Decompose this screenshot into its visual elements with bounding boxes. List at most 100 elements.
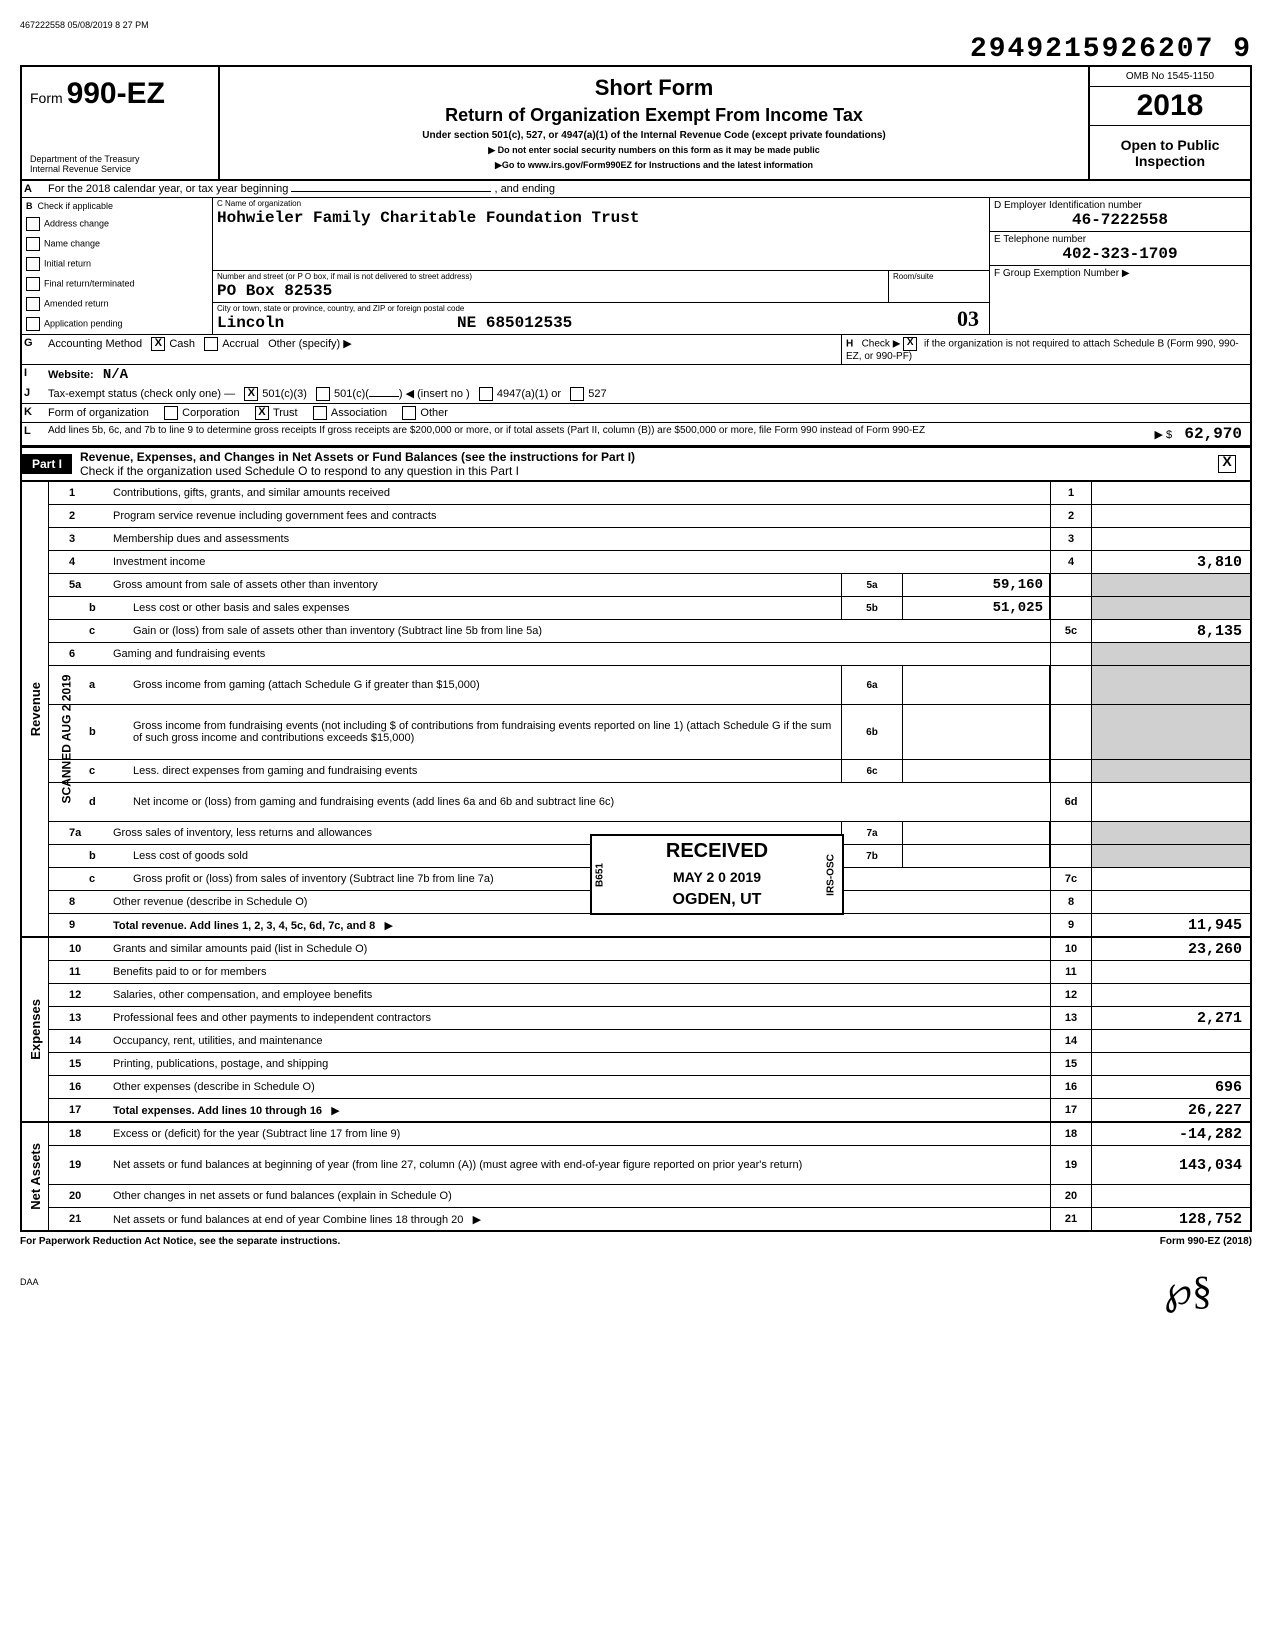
opt-initial-return: Initial return — [44, 258, 91, 268]
ln13-desc: Professional fees and other payments to … — [109, 1010, 1050, 1026]
checkbox-schedule-o[interactable]: X — [1218, 455, 1236, 473]
checkbox-pending[interactable] — [26, 317, 40, 331]
row-k: K Form of organization Corporation X Trus… — [20, 404, 1252, 423]
ln21-box: 21 — [1050, 1208, 1091, 1230]
ln13-val: 2,271 — [1091, 1007, 1250, 1029]
opt-name-change: Name change — [44, 238, 100, 248]
checkbox-address-change[interactable] — [26, 217, 40, 231]
ln17-num: 17 — [49, 1104, 109, 1116]
ln5b-desc: Less cost or other basis and sales expen… — [129, 600, 841, 616]
ln10-val: 23,260 — [1091, 938, 1250, 960]
d-label: D Employer Identification number — [994, 200, 1246, 211]
checkbox-trust[interactable]: X — [255, 406, 269, 420]
checkbox-amended[interactable] — [26, 297, 40, 311]
ln7a-rval — [1091, 822, 1250, 844]
ln7c-box: 7c — [1050, 868, 1091, 890]
checkbox-h[interactable]: X — [903, 337, 917, 351]
ln12-val — [1091, 984, 1250, 1006]
ln7b-mbox: 7b — [841, 845, 903, 867]
checkbox-name-change[interactable] — [26, 237, 40, 251]
letter-g: G — [22, 335, 44, 364]
checkbox-527[interactable] — [570, 387, 584, 401]
ln17-box: 17 — [1050, 1099, 1091, 1121]
checkbox-501c[interactable] — [316, 387, 330, 401]
letter-a: A — [22, 181, 44, 197]
ln20-val — [1091, 1185, 1250, 1207]
ln12-num: 12 — [49, 989, 109, 1001]
opt-final-return: Final return/terminated — [44, 278, 135, 288]
checkbox-501c3[interactable]: X — [244, 387, 258, 401]
signature-mark: ℘§ — [20, 1267, 1252, 1314]
row-i: I Website: N/A — [20, 365, 1252, 385]
opt-corp: Corporation — [182, 407, 239, 419]
ln5b-mbox: 5b — [841, 597, 903, 619]
ln6d-desc: Net income or (loss) from gaming and fun… — [129, 794, 1050, 810]
letter-b: B — [26, 201, 33, 211]
ln5a-mbox: 5a — [841, 574, 903, 596]
ln11-box: 11 — [1050, 961, 1091, 983]
street-value: PO Box 82535 — [213, 282, 888, 302]
received-location: OGDEN, UT — [602, 891, 832, 909]
checkbox-corp[interactable] — [164, 406, 178, 420]
ln15-desc: Printing, publications, postage, and shi… — [109, 1056, 1050, 1072]
form-of-org-label: Form of organization — [48, 407, 149, 419]
note-url: ▶Go to www.irs.gov/Form990EZ for Instruc… — [230, 160, 1078, 171]
ln6d-val — [1091, 783, 1250, 821]
opt-assoc: Association — [331, 407, 387, 419]
revenue-section-label: Revenue — [26, 678, 45, 740]
checkbox-4947[interactable] — [479, 387, 493, 401]
checkbox-cash[interactable]: X — [151, 337, 165, 351]
ln4-box: 4 — [1050, 551, 1091, 573]
letter-h: H — [846, 339, 853, 350]
ln2-desc: Program service revenue including govern… — [109, 508, 1050, 524]
ln5c-num: c — [49, 625, 129, 637]
ln6c-mbox: 6c — [841, 760, 903, 782]
received-date: MAY 2 0 2019 — [602, 869, 832, 885]
line-l-value: 62,970 — [1184, 425, 1242, 443]
ln5a-mval: 59,160 — [903, 574, 1050, 596]
ln12-desc: Salaries, other compensation, and employ… — [109, 987, 1050, 1003]
ln5b-rbox — [1050, 597, 1091, 619]
row-g-h: G Accounting Method XCash Accrual Other … — [20, 335, 1252, 365]
opt-501c: 501(c)( — [334, 388, 369, 400]
opt-501c3: 501(c)(3) — [262, 388, 307, 400]
ln7a-rbox — [1050, 822, 1091, 844]
section-b: B Check if applicable Address change Nam… — [20, 198, 1252, 335]
ln15-box: 15 — [1050, 1053, 1091, 1075]
part-1-label: Part I — [22, 454, 72, 474]
ln14-val — [1091, 1030, 1250, 1052]
ln6-rbox — [1050, 643, 1091, 665]
received-text: RECEIVED — [602, 840, 832, 863]
ln7c-val — [1091, 868, 1250, 890]
ln7b-rval — [1091, 845, 1250, 867]
checkbox-initial-return[interactable] — [26, 257, 40, 271]
ln8-desc: Other revenue (describe in Schedule O) — [109, 894, 1050, 910]
received-stamp: RECEIVED MAY 2 0 2019 OGDEN, UT B651 IRS… — [590, 834, 844, 915]
ln6a-desc: Gross income from gaming (attach Schedul… — [129, 677, 841, 693]
ln6a-mval — [903, 666, 1050, 704]
opt-address-change: Address change — [44, 218, 109, 228]
org-name: Hohwieler Family Charitable Foundation T… — [213, 209, 989, 229]
ln5c-box: 5c — [1050, 620, 1091, 642]
ln1-num: 1 — [49, 487, 109, 499]
letter-k: K — [22, 404, 44, 422]
c-label: C Name of organization — [213, 198, 989, 209]
ln5b-mval: 51,025 — [903, 597, 1050, 619]
ln6-desc: Gaming and fundraising events — [109, 646, 1050, 662]
ln18-box: 18 — [1050, 1123, 1091, 1145]
checkbox-final-return[interactable] — [26, 277, 40, 291]
checkbox-other[interactable] — [402, 406, 416, 420]
ln7b-num: b — [49, 850, 129, 862]
ln9-arrow: ▶ — [384, 920, 392, 932]
ln13-num: 13 — [49, 1012, 109, 1024]
street-label: Number and street (or P O box, if mail i… — [213, 271, 888, 282]
ln16-desc: Other expenses (describe in Schedule O) — [109, 1079, 1050, 1095]
opt-trust: Trust — [273, 407, 298, 419]
checkbox-assoc[interactable] — [313, 406, 327, 420]
ln15-num: 15 — [49, 1058, 109, 1070]
ln10-desc: Grants and similar amounts paid (list in… — [109, 941, 1050, 957]
ln5b-rval — [1091, 597, 1250, 619]
checkbox-accrual[interactable] — [204, 337, 218, 351]
opt-other: Other — [420, 407, 448, 419]
opt-amended: Amended return — [44, 298, 109, 308]
